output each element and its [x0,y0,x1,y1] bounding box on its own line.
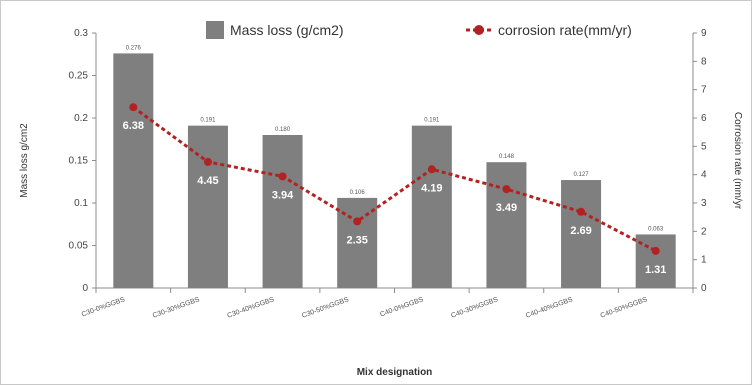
corrosion-rate-point [577,207,586,216]
mass-loss-bar [561,180,602,288]
legend-bar-swatch [206,21,224,39]
mass-loss-bar [187,125,228,289]
corrosion-rate-data-label: 3.94 [272,189,294,201]
category-label: C40-50%GGBS [600,296,649,320]
corrosion-rate-point [203,157,212,166]
right-axis-ticks: 0 1 2 3 4 5 6 7 8 9 [693,28,707,294]
corrosion-rate-data-label: 2.35 [346,234,367,246]
y-tick-label: 0.1 [74,198,88,209]
corrosion-rate-point [129,103,138,112]
bars-group [113,53,676,289]
y2-tick-label: 5 [701,141,707,152]
y2-tick-label: 0 [701,283,707,294]
line-labels-group: 6.38 4.45 3.94 2.35 4.19 3.49 2.69 1.31 [123,120,667,276]
y-tick-label: 0.05 [69,241,89,252]
corrosion-rate-line [132,106,657,253]
category-label: C30-40%GGBS [226,296,275,320]
bar-labels-group: 0.276 0.191 0.180 0.106 0.191 0.148 0.127 0.063 [126,45,664,232]
corrosion-rate-point [427,165,436,174]
x-axis-title: Mix designation [357,367,433,378]
mass-loss-bar [486,162,527,288]
y2-tick-label: 8 [701,56,707,67]
y2-tick-label: 4 [701,170,707,181]
y-axis-title: Mass loss g/cm2 [19,123,30,198]
mass-loss-data-label: 0.191 [424,118,440,124]
corrosion-rate-data-label: 1.31 [645,264,666,276]
y2-tick-label: 9 [701,28,707,39]
mass-loss-data-label: 0.063 [648,226,664,232]
corrosion-rate-data-label: 4.19 [421,182,442,194]
mass-loss-bar [113,53,154,289]
line-group [129,103,660,255]
category-label: C30-50%GGBS [301,296,350,320]
category-label: C30-30%GGBS [152,296,201,320]
category-label: C40-30%GGBS [450,296,499,320]
left-axis-ticks: 0 0.05 0.1 0.15 0.2 0.25 0.3 [69,28,96,294]
category-label: C40-0%GGBS [379,296,424,318]
category-label: C30-0%GGBS [81,296,126,318]
mass-loss-data-label: 0.191 [200,118,216,124]
y-tick-label: 0 [82,283,88,294]
y2-tick-label: 6 [701,113,707,124]
y2-tick-label: 3 [701,198,707,209]
legend-line-marker [474,25,484,35]
y-tick-label: 0.15 [69,156,89,167]
mass-loss-bar [411,125,452,289]
y-tick-label: 0.3 [74,28,88,39]
corrosion-rate-point [502,185,511,194]
corrosion-rate-point [353,217,362,226]
corrosion-rate-point [278,172,287,181]
mass-loss-data-label: 0.276 [126,45,142,51]
category-label: C40-40%GGBS [525,296,574,320]
corrosion-rate-data-label: 4.45 [197,175,218,187]
category-labels-group: C30-0%GGBS C30-30%GGBS C30-40%GGBS C30-50%G… [81,288,694,320]
mass-loss-data-label: 0.106 [350,190,366,196]
corrosion-rate-data-label: 6.38 [123,120,144,132]
corrosion-rate-point [651,246,660,255]
legend-line-label: corrosion rate(mm/yr) [498,22,632,38]
corrosion-rate-data-label: 3.49 [496,202,517,214]
y-tick-label: 0.2 [74,113,88,124]
legend: Mass loss (g/cm2) corrosion rate(mm/yr) [206,21,632,39]
y2-axis-title: Corrosion rate (mm/yr [732,112,743,210]
mass-loss-data-label: 0.148 [499,154,515,160]
y2-tick-label: 1 [701,255,707,266]
mass-loss-bar [262,135,303,288]
corrosion-rate-data-label: 2.69 [570,225,591,237]
y2-tick-label: 2 [701,226,707,237]
legend-bar-label: Mass loss (g/cm2) [230,22,344,38]
y-tick-label: 0.25 [69,71,89,82]
mass-loss-data-label: 0.127 [574,172,590,178]
y2-tick-label: 7 [701,85,707,96]
mass-loss-data-label: 0.180 [275,127,291,133]
